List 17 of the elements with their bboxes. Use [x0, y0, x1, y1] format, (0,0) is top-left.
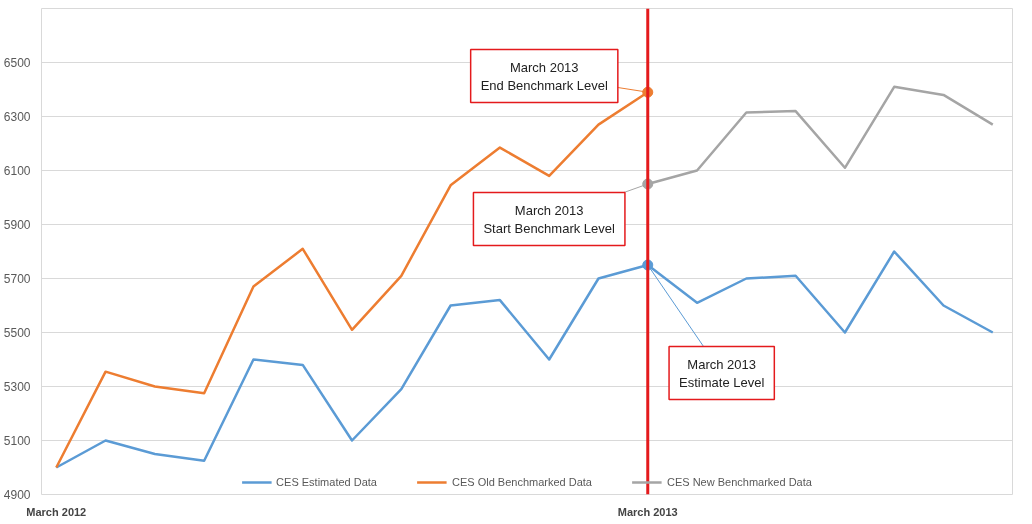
- annotation: March 2013 Estimate Level: [679, 356, 765, 390]
- x-tick-label: March 2012: [26, 505, 87, 518]
- legend-label: CES Estimated Data: [276, 476, 377, 488]
- y-tick-label: 5900: [3, 218, 31, 232]
- annotation: March 2013 Start Benchmark Level: [483, 202, 616, 236]
- y-tick-label: 6100: [3, 164, 31, 178]
- y-tick-label: 5500: [3, 326, 31, 340]
- y-tick-label: 4900: [3, 488, 31, 502]
- y-tick-label: 5700: [3, 272, 31, 286]
- y-tick-label: 6500: [3, 56, 31, 70]
- legend-label: CES New Benchmarked Data: [666, 476, 812, 488]
- x-tick-label: March 2013: [617, 505, 678, 518]
- annotation: March 2013 End Benchmark Level: [480, 59, 608, 93]
- legend-label: CES Old Benchmarked Data: [451, 476, 592, 488]
- y-tick-label: 5300: [3, 380, 31, 394]
- y-tick-label: 6300: [3, 110, 31, 124]
- y-tick-label: 5100: [3, 434, 31, 448]
